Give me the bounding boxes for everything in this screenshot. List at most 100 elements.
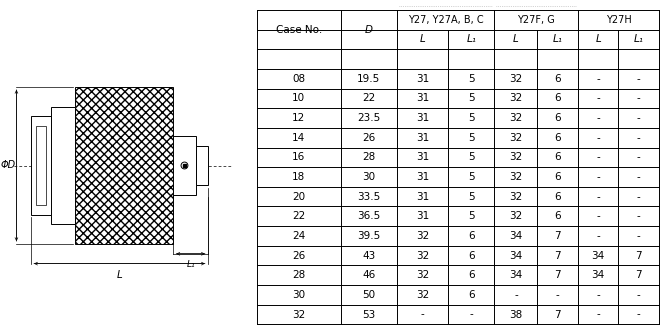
Text: 50: 50 (362, 290, 375, 300)
Text: -: - (596, 172, 600, 182)
Text: 18: 18 (292, 172, 306, 182)
Text: 22: 22 (292, 211, 306, 221)
Text: 46: 46 (362, 270, 375, 280)
Text: 32: 32 (509, 113, 522, 123)
Text: 7: 7 (635, 270, 642, 280)
Text: 20: 20 (292, 192, 305, 202)
Bar (183, 164, 186, 167)
Text: 34: 34 (591, 270, 605, 280)
Text: L: L (513, 34, 518, 44)
Bar (174, 136, 196, 195)
Text: L₁: L₁ (634, 34, 644, 44)
Text: 38: 38 (509, 309, 522, 319)
Text: L₁: L₁ (553, 34, 563, 44)
Text: -: - (636, 113, 640, 123)
Text: 6: 6 (468, 251, 475, 260)
Text: -: - (421, 309, 425, 319)
Text: D: D (365, 24, 373, 34)
Text: -: - (596, 290, 600, 300)
Text: 7: 7 (554, 231, 561, 241)
Text: 30: 30 (292, 290, 305, 300)
Text: 5: 5 (468, 74, 475, 84)
Text: -: - (596, 309, 600, 319)
Text: 7: 7 (554, 270, 561, 280)
Text: -: - (636, 133, 640, 143)
Text: 22: 22 (362, 93, 375, 103)
Text: 31: 31 (416, 211, 430, 221)
Text: 5: 5 (468, 113, 475, 123)
Text: 32: 32 (292, 309, 306, 319)
Text: 32: 32 (416, 270, 430, 280)
Text: 5: 5 (468, 192, 475, 202)
Text: 32: 32 (509, 192, 522, 202)
Text: 32: 32 (416, 251, 430, 260)
Text: -: - (556, 290, 560, 300)
Text: 34: 34 (509, 270, 522, 280)
Text: -: - (596, 74, 600, 84)
Text: 6: 6 (554, 93, 561, 103)
Text: 08: 08 (292, 74, 305, 84)
Text: -: - (596, 211, 600, 221)
Text: 12: 12 (292, 113, 306, 123)
Text: 23.5: 23.5 (357, 113, 381, 123)
Text: 10: 10 (292, 93, 305, 103)
Bar (36, 126, 46, 205)
Text: 32: 32 (509, 211, 522, 221)
Text: 6: 6 (554, 192, 561, 202)
Text: -: - (636, 172, 640, 182)
Text: L₁: L₁ (467, 34, 476, 44)
Text: 7: 7 (554, 251, 561, 260)
Text: 5: 5 (468, 152, 475, 162)
Bar (76, 87, 174, 244)
Text: 33.5: 33.5 (357, 192, 381, 202)
Text: 28: 28 (292, 270, 306, 280)
Text: 26: 26 (362, 133, 375, 143)
Text: 6: 6 (554, 74, 561, 84)
Text: 16: 16 (292, 152, 306, 162)
Text: 5: 5 (468, 211, 475, 221)
Text: 36.5: 36.5 (357, 211, 381, 221)
Text: -: - (469, 309, 473, 319)
Text: -: - (514, 290, 518, 300)
Text: 32: 32 (509, 133, 522, 143)
Text: -: - (636, 211, 640, 221)
Text: 39.5: 39.5 (357, 231, 381, 241)
Text: 19.5: 19.5 (357, 74, 381, 84)
Text: 26: 26 (292, 251, 306, 260)
Text: 34: 34 (509, 231, 522, 241)
Text: 31: 31 (416, 133, 430, 143)
Text: 6: 6 (554, 211, 561, 221)
Text: Y27, Y27A, B, C: Y27, Y27A, B, C (408, 15, 483, 25)
Text: 34: 34 (509, 251, 522, 260)
Text: 31: 31 (416, 152, 430, 162)
Text: 5: 5 (468, 93, 475, 103)
Text: 6: 6 (468, 290, 475, 300)
Text: -: - (596, 113, 600, 123)
Text: 31: 31 (416, 74, 430, 84)
Text: 32: 32 (416, 290, 430, 300)
Text: -: - (596, 231, 600, 241)
Text: 28: 28 (362, 152, 375, 162)
Text: L₁: L₁ (186, 260, 195, 269)
Bar (196, 146, 208, 185)
Text: -: - (636, 152, 640, 162)
Text: 6: 6 (554, 172, 561, 182)
Text: -: - (596, 192, 600, 202)
Text: 31: 31 (416, 192, 430, 202)
Text: 14: 14 (292, 133, 306, 143)
Text: 7: 7 (554, 309, 561, 319)
Text: ΦD: ΦD (0, 161, 15, 170)
Text: 30: 30 (362, 172, 375, 182)
Text: Y27H: Y27H (605, 15, 631, 25)
Text: -: - (636, 74, 640, 84)
Text: 31: 31 (416, 172, 430, 182)
Text: 43: 43 (362, 251, 375, 260)
Text: 34: 34 (591, 251, 605, 260)
Text: -: - (636, 93, 640, 103)
Text: Y27F, G: Y27F, G (517, 15, 555, 25)
Text: L: L (117, 270, 123, 280)
Text: 32: 32 (416, 231, 430, 241)
Text: 32: 32 (509, 152, 522, 162)
Text: 24: 24 (292, 231, 306, 241)
Text: L: L (595, 34, 601, 44)
